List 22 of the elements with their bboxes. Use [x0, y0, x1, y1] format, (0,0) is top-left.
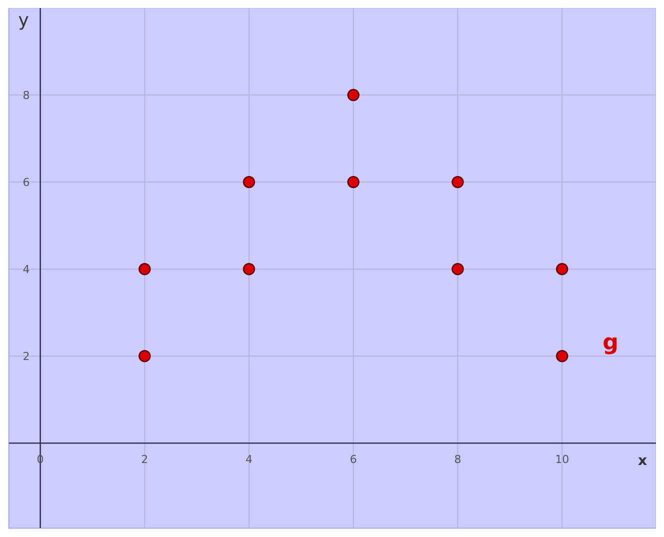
point [347, 88, 360, 102]
x-tick-label: 8 [454, 453, 462, 466]
point [452, 176, 464, 188]
y-tick-label: 2 [22, 350, 30, 364]
x-tick-label: 4 [246, 453, 253, 466]
x-tick-label: 2 [141, 453, 148, 466]
point [452, 262, 464, 276]
y-tick-label: 8 [22, 89, 30, 102]
y-tick-label: 4 [22, 263, 30, 276]
point [242, 176, 256, 188]
point [138, 262, 151, 276]
point [242, 262, 256, 276]
y-axis-title: y [18, 10, 29, 31]
x-axis-title: x [638, 453, 648, 470]
point [347, 176, 360, 188]
point [556, 262, 568, 276]
x-tick-label: 6 [350, 453, 357, 466]
point [556, 350, 568, 362]
x-tick-label: 10 [555, 453, 570, 466]
series-label: g [602, 330, 618, 356]
y-tick-label: 6 [22, 176, 30, 190]
point [138, 350, 151, 362]
